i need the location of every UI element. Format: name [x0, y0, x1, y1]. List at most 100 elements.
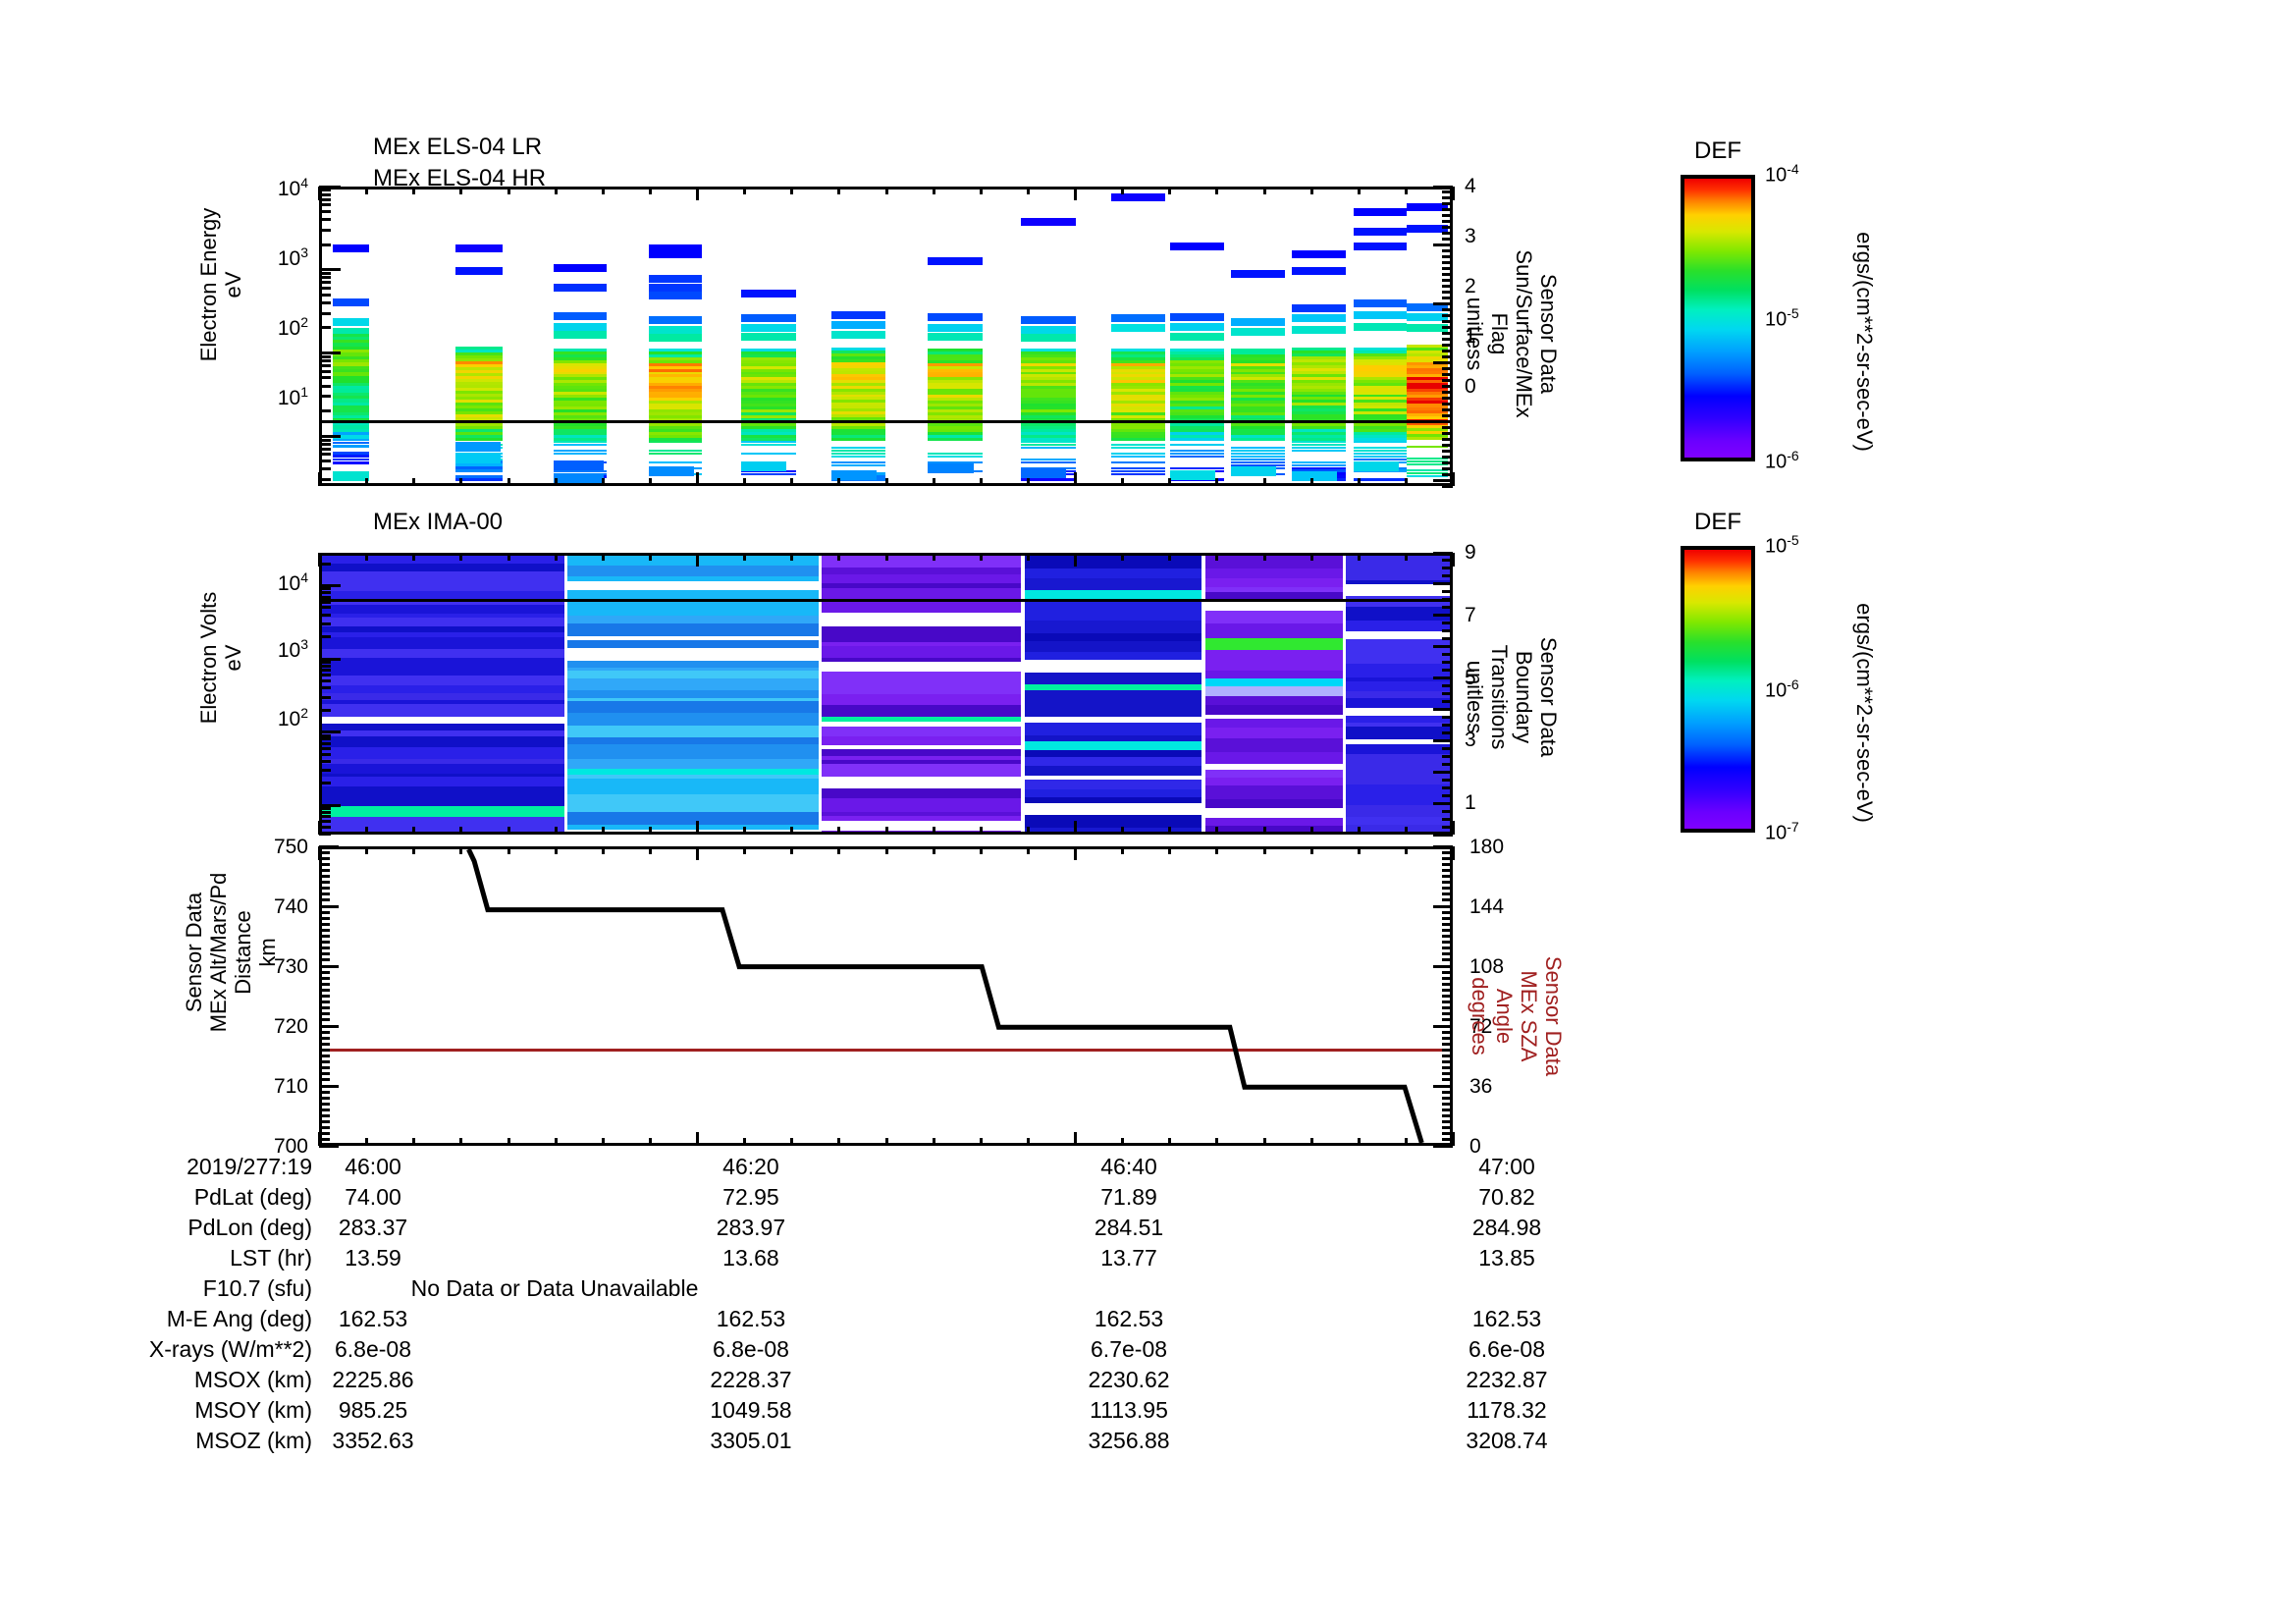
spectro-stripe	[1021, 414, 1076, 418]
spectro-stripe	[1407, 383, 1448, 387]
ima-stripe	[322, 735, 565, 748]
spectro-stripe	[1170, 414, 1225, 418]
ima-stripe	[1346, 816, 1450, 826]
ima-stripe	[322, 556, 565, 565]
spectro-stripe	[1407, 362, 1448, 366]
spectro-stripe	[454, 373, 503, 377]
ima-stripe	[1204, 743, 1343, 754]
spectro-stripe	[454, 388, 503, 392]
spectro-stripe	[1170, 374, 1225, 378]
ima-stripe	[1024, 766, 1202, 778]
ima-stripe	[822, 820, 1022, 832]
spectro-stripe	[1407, 398, 1448, 402]
spectro-stripe	[649, 408, 703, 412]
spectro-stripe	[928, 429, 984, 433]
ima-stripe	[1204, 660, 1343, 672]
spectro-bar	[553, 263, 607, 272]
ima-stripe	[567, 623, 819, 637]
spectro-stripe	[1354, 348, 1408, 352]
info-row-value: 162.53	[716, 1306, 786, 1331]
spectro-stripe	[1407, 358, 1448, 363]
spectro-stripe	[333, 406, 370, 409]
spectro-stripe	[928, 353, 984, 357]
spectro-stripe	[649, 429, 703, 433]
spectro-bar	[1170, 312, 1225, 321]
spectro-stripe	[1231, 368, 1286, 372]
info-row-value: 6.8e-08	[712, 1336, 789, 1362]
spectro-stripe	[649, 362, 703, 366]
spectro-stripe	[741, 386, 796, 390]
ima-stripe	[1024, 641, 1202, 653]
spectro-stripe	[928, 400, 984, 404]
spectro-stripe	[831, 385, 886, 389]
spectro-stripe	[649, 380, 703, 384]
spectro-stripe	[1111, 435, 1166, 439]
spectro-bar	[553, 322, 607, 331]
spectro-stripe	[1407, 415, 1448, 419]
spectro-stripe	[1170, 377, 1225, 381]
spectro-stripe	[1170, 368, 1225, 372]
spectro-stripe	[333, 442, 370, 445]
panel2-right-label: Sensor Data Boundary Transitions unitles…	[1463, 636, 1561, 758]
spectro-stripe	[1111, 395, 1166, 399]
spectro-stripe	[1292, 379, 1347, 383]
spectro-stripe	[741, 438, 796, 442]
spectro-stripe	[831, 406, 886, 409]
ima-stripe	[1024, 723, 1202, 736]
spectro-stripe	[1021, 374, 1076, 378]
ima-stripe	[322, 717, 565, 725]
ima-stripe	[322, 618, 565, 628]
spectro-stripe	[1292, 356, 1347, 360]
spectro-stripe	[741, 362, 796, 366]
spectro-stripe	[1292, 449, 1347, 452]
ima-stripe	[822, 763, 1022, 778]
ima-stripe	[1346, 723, 1450, 729]
spectro-stripe	[553, 406, 607, 409]
spectro-stripe	[1407, 436, 1448, 440]
ima-stripe	[822, 745, 1022, 750]
spectro-stripe	[1231, 460, 1286, 463]
spectro-stripe	[553, 452, 607, 456]
spectro-stripe	[741, 353, 796, 357]
ima-stripe	[322, 723, 565, 731]
spectro-stripe	[1111, 351, 1166, 354]
info-row-value: 71.89	[1100, 1184, 1157, 1210]
ima-stripe	[322, 774, 565, 779]
spectro-stripe	[1021, 356, 1076, 360]
spectro-stripe	[553, 383, 607, 387]
spectro-stripe	[454, 422, 503, 426]
spectro-stripe	[1292, 376, 1347, 380]
spectro-stripe	[1170, 383, 1225, 387]
spectro-stripe	[1111, 389, 1166, 393]
spectro-bar	[1354, 299, 1408, 308]
spectro-stripe	[1111, 383, 1166, 387]
spectro-stripe	[1170, 397, 1225, 402]
spectro-stripe	[1354, 373, 1408, 377]
ima-stripe	[1346, 753, 1450, 765]
ima-stripe	[567, 690, 819, 699]
spectro-stripe	[1231, 423, 1286, 427]
spectro-stripe	[1407, 395, 1448, 399]
spectro-stripe	[1292, 397, 1347, 401]
ima-stripe	[567, 667, 819, 672]
spectro-stripe	[928, 432, 984, 436]
spectro-stripe	[741, 429, 796, 433]
spectro-stripe	[1111, 452, 1166, 456]
info-row-label: MSOZ (km)	[195, 1428, 312, 1453]
colorbar2-units: ergs/(cm**2-sr-sec-eV)	[1852, 603, 1877, 823]
spectro-stripe	[649, 348, 703, 352]
panel3-rtick-36: 36	[1469, 1075, 1493, 1098]
spectro-stripe	[1407, 347, 1448, 351]
spectro-stripe	[1292, 434, 1347, 439]
ima-stripe	[1346, 651, 1450, 665]
spectro-stripe	[1111, 469, 1166, 472]
spectro-stripe	[1292, 388, 1347, 392]
spectro-bar	[1111, 193, 1166, 202]
ima-stripe	[322, 684, 565, 694]
spectro-bar	[649, 275, 703, 284]
ima-stripe	[1024, 815, 1202, 829]
spectro-stripe	[1231, 386, 1286, 390]
spectro-bar	[333, 327, 370, 336]
ima-stripe	[1024, 578, 1202, 591]
spectro-stripe	[1021, 386, 1076, 390]
